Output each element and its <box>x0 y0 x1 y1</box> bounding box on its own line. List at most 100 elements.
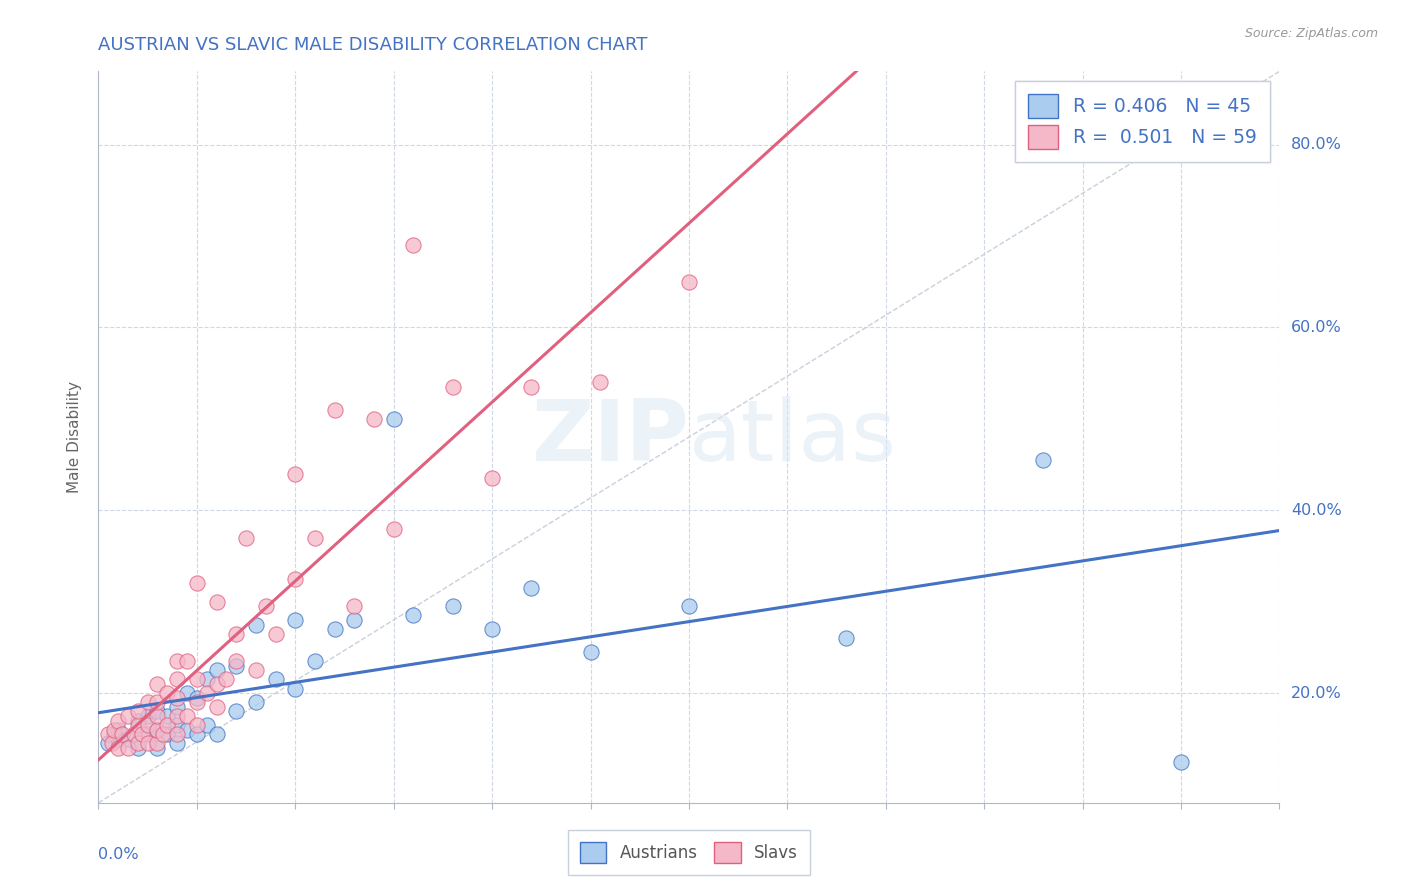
Point <box>402 238 425 252</box>
Point <box>136 718 159 732</box>
Point <box>304 531 326 545</box>
Point <box>146 740 169 755</box>
Point <box>441 380 464 394</box>
Point <box>520 380 543 394</box>
Text: ZIP: ZIP <box>531 395 689 479</box>
Point <box>127 705 149 719</box>
Point <box>205 727 228 741</box>
Point <box>382 521 405 535</box>
Point <box>186 727 208 741</box>
Text: atlas: atlas <box>689 395 897 479</box>
Point <box>176 723 198 737</box>
Text: 0.0%: 0.0% <box>98 847 139 862</box>
Text: AUSTRIAN VS SLAVIC MALE DISABILITY CORRELATION CHART: AUSTRIAN VS SLAVIC MALE DISABILITY CORRE… <box>98 36 648 54</box>
Point <box>127 718 149 732</box>
Point <box>103 723 125 737</box>
Point <box>117 731 139 746</box>
Point <box>835 632 858 646</box>
Point <box>186 673 208 687</box>
Point <box>111 727 134 741</box>
Point <box>107 731 129 746</box>
Point <box>176 709 198 723</box>
Point <box>264 626 287 640</box>
Point <box>441 599 464 614</box>
Point <box>343 613 366 627</box>
Point <box>97 736 120 750</box>
Point <box>146 723 169 737</box>
Text: 20.0%: 20.0% <box>1291 686 1341 700</box>
Point <box>382 412 405 426</box>
Point <box>117 709 139 723</box>
Point <box>146 709 169 723</box>
Point <box>186 718 208 732</box>
Point <box>122 727 145 741</box>
Point <box>254 599 277 614</box>
Point <box>107 714 129 728</box>
Point <box>107 740 129 755</box>
Point <box>323 622 346 636</box>
Point <box>186 695 208 709</box>
Point <box>131 727 153 741</box>
Point <box>166 690 188 705</box>
Point <box>678 275 700 289</box>
Point <box>152 727 174 741</box>
Point <box>166 736 188 750</box>
Point <box>107 723 129 737</box>
Point <box>195 686 218 700</box>
Point <box>97 727 120 741</box>
Text: Source: ZipAtlas.com: Source: ZipAtlas.com <box>1244 27 1378 40</box>
Point <box>225 705 247 719</box>
Point <box>284 572 307 586</box>
Point <box>235 531 257 545</box>
Point <box>205 594 228 608</box>
Point <box>127 740 149 755</box>
Point <box>481 622 503 636</box>
Point <box>520 581 543 595</box>
Point <box>166 699 188 714</box>
Point <box>284 681 307 696</box>
Point <box>176 654 198 668</box>
Point <box>156 727 179 741</box>
Point <box>136 736 159 750</box>
Point <box>127 736 149 750</box>
Point <box>264 673 287 687</box>
Text: 80.0%: 80.0% <box>1291 137 1343 152</box>
Point <box>136 727 159 741</box>
Point <box>1032 453 1054 467</box>
Point <box>481 471 503 485</box>
Point <box>284 613 307 627</box>
Point <box>284 467 307 481</box>
Point <box>225 658 247 673</box>
Point <box>245 695 267 709</box>
Legend: Austrians, Slavs: Austrians, Slavs <box>568 830 810 875</box>
Point <box>156 686 179 700</box>
Point <box>225 626 247 640</box>
Point <box>146 736 169 750</box>
Point <box>678 599 700 614</box>
Point <box>103 727 125 741</box>
Point <box>205 663 228 677</box>
Point <box>156 718 179 732</box>
Point <box>579 645 602 659</box>
Legend: R = 0.406   N = 45, R =  0.501   N = 59: R = 0.406 N = 45, R = 0.501 N = 59 <box>1015 81 1270 161</box>
Point <box>215 673 238 687</box>
Point <box>166 654 188 668</box>
Point <box>195 718 218 732</box>
Point <box>589 375 612 389</box>
Point <box>323 402 346 417</box>
Point <box>136 709 159 723</box>
Point <box>136 695 159 709</box>
Point <box>186 576 208 591</box>
Point <box>166 727 188 741</box>
Point <box>146 705 169 719</box>
Point <box>205 677 228 691</box>
Point <box>205 699 228 714</box>
Point <box>363 412 385 426</box>
Point <box>166 673 188 687</box>
Y-axis label: Male Disability: Male Disability <box>67 381 83 493</box>
Point <box>343 599 366 614</box>
Point <box>304 654 326 668</box>
Point <box>146 695 169 709</box>
Point <box>225 654 247 668</box>
Point <box>156 709 179 723</box>
